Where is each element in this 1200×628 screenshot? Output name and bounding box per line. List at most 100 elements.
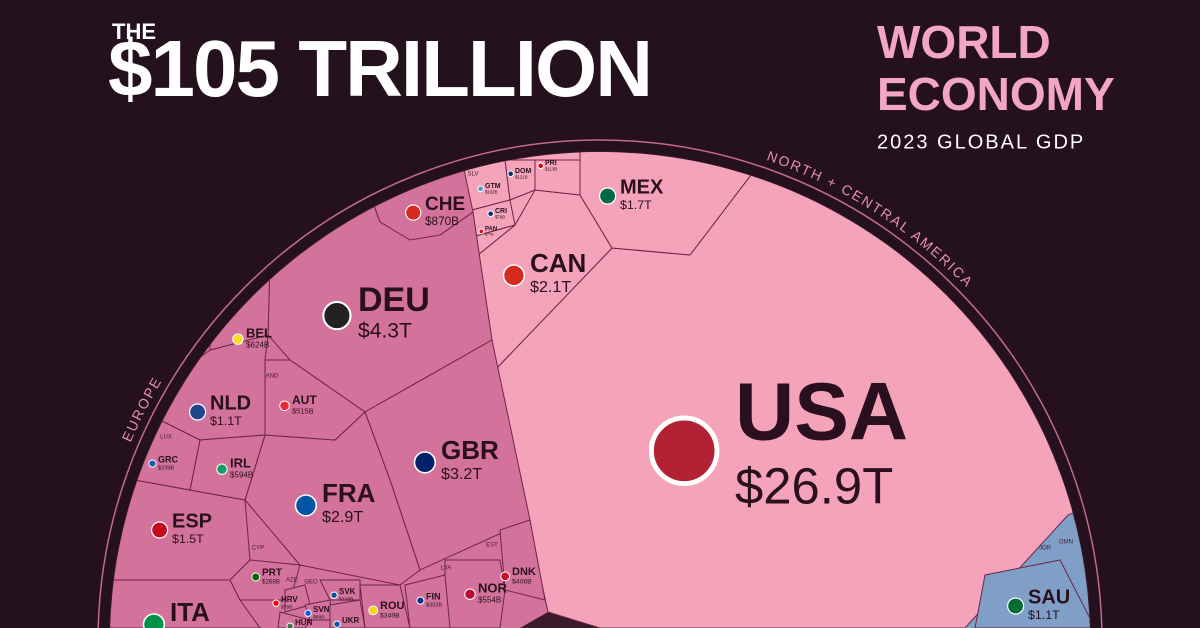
flag bbox=[330, 591, 338, 599]
country-gdp: $302B bbox=[426, 602, 442, 608]
country-cell bbox=[534, 159, 581, 196]
minor-country-code: CYP bbox=[252, 546, 264, 552]
country-code: FIN bbox=[426, 591, 441, 601]
country-gdp: $4.3T bbox=[358, 319, 412, 342]
subtitle: 2023 GLOBAL GDP bbox=[877, 131, 1085, 153]
minor-country-code: OMN bbox=[1059, 540, 1073, 546]
country-code: PRT bbox=[262, 568, 282, 579]
flag bbox=[464, 588, 476, 600]
country-gdp: $515B bbox=[292, 407, 314, 416]
flag bbox=[648, 415, 720, 487]
minor-country-code: JOR bbox=[1039, 546, 1052, 552]
country-code: NLD bbox=[210, 392, 251, 414]
flag bbox=[189, 403, 207, 421]
country-code: HUN bbox=[295, 618, 313, 627]
flag bbox=[294, 494, 318, 517]
country-code: AUT bbox=[292, 393, 317, 407]
country-gdp: $554B bbox=[478, 596, 501, 605]
country-code: NOR bbox=[478, 580, 508, 595]
country-gdp: $3.2T bbox=[441, 465, 482, 483]
country-cell bbox=[277, 611, 311, 628]
title: $105 TRILLION bbox=[108, 24, 651, 113]
flag bbox=[502, 264, 526, 287]
country-code: FRA bbox=[322, 478, 376, 508]
flag bbox=[216, 463, 228, 475]
country-code: BEL bbox=[246, 325, 272, 340]
flag bbox=[477, 185, 484, 193]
country-gdp: $121B bbox=[515, 174, 528, 179]
flag bbox=[413, 451, 437, 474]
country-code: UKR bbox=[342, 616, 360, 625]
minor-country-code: LUX bbox=[160, 435, 172, 441]
country-code: PAN bbox=[485, 227, 497, 233]
flag bbox=[279, 400, 290, 412]
country-code: GRC bbox=[158, 454, 179, 464]
country-cell bbox=[359, 584, 411, 628]
flag bbox=[507, 170, 514, 178]
minor-country-code: EST bbox=[486, 543, 498, 549]
country-gdp: $1.5T bbox=[172, 532, 204, 546]
country-gdp: $78B bbox=[495, 214, 505, 219]
title-right-line: WORLD bbox=[877, 16, 1051, 68]
country-gdp: $624B bbox=[246, 341, 269, 350]
flag bbox=[304, 609, 312, 617]
minor-country-code: GEO bbox=[304, 580, 318, 586]
country-gdp: $113B bbox=[545, 166, 557, 171]
country-code: PRI bbox=[545, 160, 557, 167]
country-gdp: $26.9T bbox=[735, 458, 893, 515]
country-gdp: $102B bbox=[485, 189, 498, 194]
flag bbox=[416, 596, 425, 605]
country-gdp: $1.1T bbox=[1028, 608, 1060, 622]
country-gdp: $1.7T bbox=[620, 198, 652, 212]
country-gdp: $77B bbox=[485, 232, 494, 236]
country-code: ROU bbox=[380, 600, 405, 612]
country-code: SVK bbox=[339, 587, 356, 596]
minor-country-code: AZE bbox=[286, 578, 298, 584]
flag bbox=[487, 210, 494, 218]
country-code: GTM bbox=[485, 183, 501, 190]
country-cell bbox=[264, 359, 366, 441]
country-code: CAN bbox=[530, 248, 586, 278]
country-gdp: $79B bbox=[281, 604, 293, 610]
flag bbox=[368, 605, 379, 616]
country-gdp: $128B bbox=[339, 596, 354, 602]
country-gdp: $68B bbox=[313, 614, 325, 620]
country-code: DOM bbox=[515, 168, 532, 175]
country-code: HRV bbox=[281, 595, 298, 604]
country-gdp: $406B bbox=[512, 578, 532, 585]
flag bbox=[1006, 597, 1025, 615]
flag bbox=[232, 333, 244, 345]
flag bbox=[142, 613, 166, 628]
country-cell bbox=[404, 574, 451, 628]
flag bbox=[148, 459, 157, 468]
country-gdp: $594B bbox=[230, 471, 253, 480]
flag bbox=[251, 572, 261, 582]
country-gdp: $349B bbox=[380, 612, 400, 619]
country-cell bbox=[974, 559, 1090, 628]
country-cell bbox=[499, 519, 546, 601]
title-right-line: ECONOMY bbox=[877, 68, 1115, 120]
country-code: CRI bbox=[495, 208, 507, 215]
flag bbox=[333, 620, 341, 628]
country-gdp: $2.1T bbox=[530, 278, 571, 296]
country-code: SAU bbox=[1028, 586, 1070, 608]
country-code: MEX bbox=[620, 176, 664, 198]
flag bbox=[272, 599, 280, 607]
flag bbox=[151, 521, 169, 539]
flag bbox=[322, 300, 352, 331]
minor-country-code: AND bbox=[266, 374, 279, 380]
minor-country-code: SLV bbox=[468, 172, 479, 178]
country-gdp: $870B bbox=[425, 215, 459, 228]
flag bbox=[286, 622, 294, 628]
country-gdp: $2.9T bbox=[322, 508, 363, 526]
flag bbox=[500, 571, 511, 582]
flag bbox=[478, 228, 485, 235]
outer-ring bbox=[97, 139, 1103, 628]
country-code: SVN bbox=[313, 605, 330, 614]
minor-country-code: HTI bbox=[520, 150, 530, 156]
country-gdp: $268B bbox=[262, 578, 280, 585]
country-gdp: $1.1T bbox=[210, 414, 242, 428]
flag bbox=[537, 162, 544, 170]
flag bbox=[405, 204, 422, 221]
